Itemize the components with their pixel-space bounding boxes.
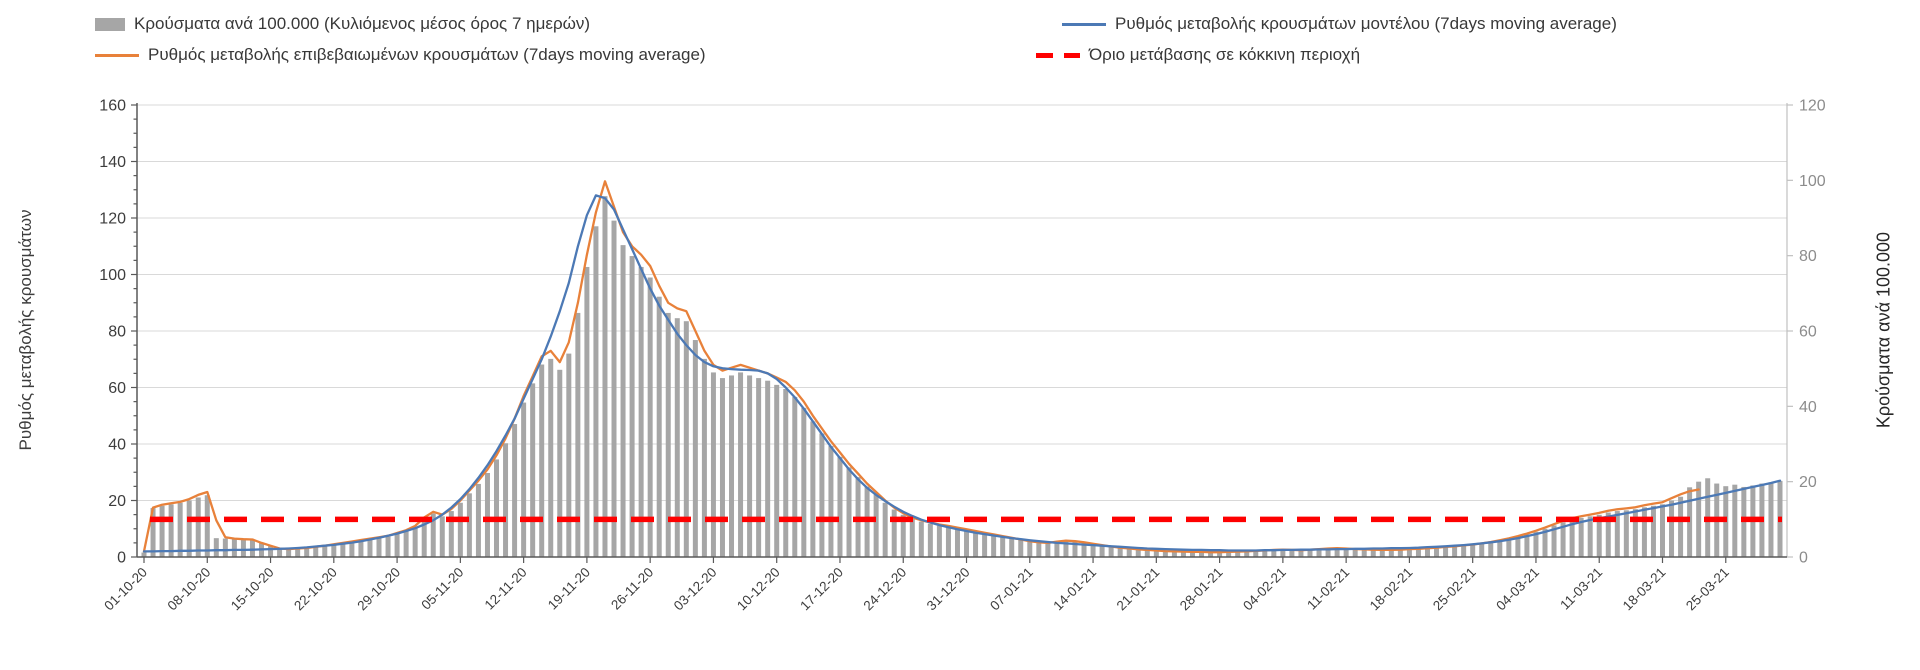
svg-text:40: 40 <box>1799 399 1817 416</box>
line-swatch-icon <box>95 53 139 57</box>
svg-text:04-02-21: 04-02-21 <box>1240 565 1289 614</box>
svg-text:60: 60 <box>1799 324 1817 341</box>
svg-text:100: 100 <box>1799 173 1826 190</box>
svg-text:29-10-20: 29-10-20 <box>354 565 403 614</box>
svg-text:80: 80 <box>1799 248 1817 265</box>
y-axis-left <box>131 103 138 558</box>
svg-text:05-11-20: 05-11-20 <box>418 565 466 613</box>
gridlines <box>137 104 1787 501</box>
svg-text:07-01-21: 07-01-21 <box>987 565 1036 614</box>
svg-text:11-02-21: 11-02-21 <box>1304 565 1352 613</box>
x-axis <box>137 556 1787 563</box>
svg-text:24-12-20: 24-12-20 <box>861 565 910 614</box>
legend-item-cases-per-100k: Κρούσματα ανά 100.000 (Κυλιόμενος μέσος … <box>95 13 590 35</box>
svg-text:14-01-21: 14-01-21 <box>1050 565 1099 614</box>
svg-text:18-03-21: 18-03-21 <box>1620 565 1669 614</box>
svg-text:60: 60 <box>108 380 126 397</box>
svg-text:17-12-20: 17-12-20 <box>797 565 846 614</box>
svg-text:04-03-21: 04-03-21 <box>1493 565 1542 614</box>
legend-label: Ρυθμός μεταβολής επιβεβαιωμένων κρουσμάτ… <box>148 45 706 64</box>
svg-text:0: 0 <box>1799 550 1808 567</box>
svg-text:12-11-20: 12-11-20 <box>482 565 530 613</box>
bar-swatch-icon <box>95 17 125 31</box>
svg-text:20: 20 <box>1799 474 1817 491</box>
legend-label: Όριο μετάβασης σε κόκκινη περιοχή <box>1089 45 1361 64</box>
legend-item-model-rate: Ρυθμός μεταβολής κρουσμάτων μοντέλου (7d… <box>1062 13 1617 35</box>
svg-text:22-10-20: 22-10-20 <box>291 565 340 614</box>
svg-text:120: 120 <box>99 211 126 228</box>
line-swatch-icon <box>1062 22 1106 26</box>
svg-text:10-12-20: 10-12-20 <box>734 565 783 614</box>
svg-text:20: 20 <box>108 493 126 510</box>
model-cases-line <box>142 194 1782 553</box>
svg-text:19-11-20: 19-11-20 <box>545 565 593 613</box>
svg-text:01-10-20: 01-10-20 <box>101 565 150 614</box>
svg-text:31-12-20: 31-12-20 <box>924 565 973 614</box>
svg-text:25-02-21: 25-02-21 <box>1430 565 1479 614</box>
confirmed-cases-line <box>142 180 1700 554</box>
legend-label: Ρυθμός μεταβολής κρουσμάτων μοντέλου (7d… <box>1115 14 1617 33</box>
svg-text:120: 120 <box>1799 98 1826 115</box>
left-tick-labels: 0 20 40 60 80 100 120 140 160 <box>99 98 126 567</box>
svg-text:140: 140 <box>99 154 126 171</box>
x-tick-labels: 01-10-20 08-10-20 15-10-20 22-10-20 29-10-20… <box>101 565 1732 614</box>
svg-text:40: 40 <box>108 437 126 454</box>
svg-text:15-10-20: 15-10-20 <box>228 565 277 614</box>
legend-item-confirmed-rate: Ρυθμός μεταβολής επιβεβαιωμένων κρουσμάτ… <box>95 44 706 66</box>
svg-text:0: 0 <box>117 550 126 567</box>
svg-text:11-03-21: 11-03-21 <box>1557 565 1605 613</box>
svg-text:03-12-20: 03-12-20 <box>671 565 720 614</box>
svg-text:28-01-21: 28-01-21 <box>1177 565 1226 614</box>
svg-text:100: 100 <box>99 267 126 284</box>
svg-text:25-03-21: 25-03-21 <box>1683 565 1732 614</box>
svg-text:80: 80 <box>108 324 126 341</box>
svg-text:26-11-20: 26-11-20 <box>608 565 656 613</box>
bars-series <box>141 196 1783 558</box>
y-axis-right: 0 20 40 60 80 100 120 <box>1786 98 1826 567</box>
svg-text:08-10-20: 08-10-20 <box>165 565 214 614</box>
dashed-line-swatch-icon <box>1036 52 1080 58</box>
legend-item-red-zone-threshold: Όριο μετάβασης σε κόκκινη περιοχή <box>1036 44 1360 66</box>
legend-label: Κρούσματα ανά 100.000 (Κυλιόμενος μέσος … <box>134 14 591 33</box>
svg-text:160: 160 <box>99 98 126 115</box>
svg-text:18-02-21: 18-02-21 <box>1367 565 1416 614</box>
svg-text:21-01-21: 21-01-21 <box>1114 565 1163 614</box>
